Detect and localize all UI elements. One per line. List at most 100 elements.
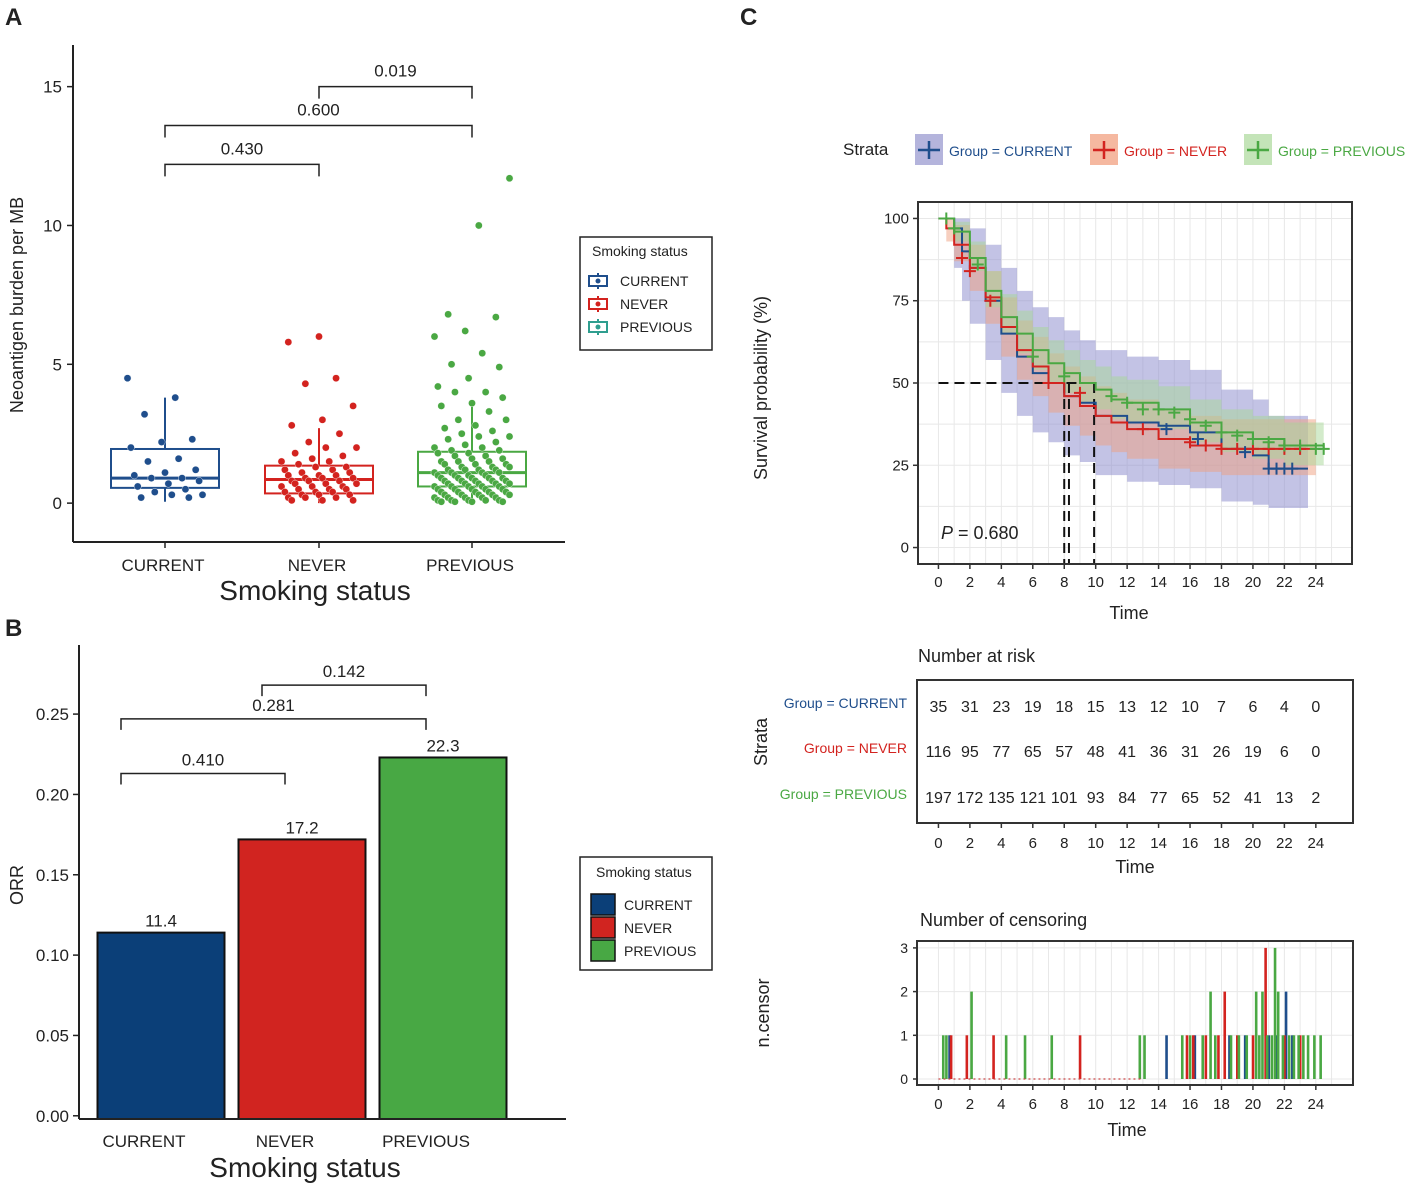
x-tick-label: 8: [1060, 835, 1068, 852]
risk-table-title: Number at risk: [918, 646, 1036, 666]
y-tick-label: 100: [884, 210, 909, 227]
censor-bar: [1287, 1035, 1291, 1079]
x-axis-title: Time: [1109, 603, 1148, 623]
y-tick-label: 0.05: [36, 1026, 69, 1045]
censor-bar: [1236, 1035, 1239, 1079]
x-tick-label: 22: [1276, 1096, 1293, 1113]
censor-bar: [1223, 991, 1227, 1079]
y-axis-title: Neoantigen burden per MB: [7, 197, 27, 413]
risk-count: 6: [1248, 699, 1257, 716]
significance-bracket: [120, 718, 427, 730]
data-point: [505, 479, 514, 488]
censor-bar: [1201, 1035, 1205, 1079]
data-point: [447, 360, 456, 369]
data-point: [505, 174, 514, 183]
x-tick-label: NEVER: [256, 1132, 315, 1151]
y-tick-label: 0: [53, 494, 62, 513]
censor-mark: [1278, 439, 1291, 452]
data-point: [468, 497, 476, 506]
risk-count: 31: [961, 699, 979, 716]
y-tick-label: 0.10: [36, 946, 69, 965]
data-point: [451, 388, 459, 396]
censor-mark: [940, 212, 953, 225]
censor-bar: [1284, 991, 1288, 1079]
censor-bar: [1265, 1035, 1269, 1079]
risk-count: 18: [1055, 699, 1073, 716]
data-point: [352, 479, 361, 488]
data-point: [308, 454, 316, 463]
data-point: [164, 479, 173, 488]
x-tick-label: 12: [1119, 1096, 1136, 1113]
data-point: [502, 416, 510, 424]
data-point: [147, 474, 156, 482]
data-point: [315, 332, 323, 341]
x-tick-label: 18: [1213, 1096, 1230, 1113]
y-tick-label: 15: [43, 78, 62, 97]
data-point: [349, 496, 357, 505]
censor-bar: [1229, 1035, 1233, 1079]
risk-count: 77: [992, 744, 1010, 761]
data-point: [447, 446, 456, 455]
data-point: [281, 488, 289, 496]
data-point: [311, 463, 320, 471]
censor-mark: [1073, 386, 1086, 399]
x-tick-label: 4: [997, 835, 1005, 852]
censor-bar: [1275, 1035, 1278, 1079]
censor-mark: [956, 251, 969, 264]
data-point: [130, 471, 139, 480]
data-point: [468, 399, 476, 407]
x-tick-label: 22: [1276, 835, 1293, 852]
censor-bar: [1188, 1035, 1192, 1079]
data-point: [171, 393, 180, 402]
censor-bar: [1251, 1035, 1255, 1079]
risk-count: 19: [1244, 744, 1262, 761]
y-axis-title: ORR: [7, 865, 27, 905]
significance-bracket: [261, 684, 427, 697]
data-point: [322, 479, 330, 488]
censor-bar: [1270, 1035, 1274, 1079]
data-point: [461, 441, 469, 449]
legend-a: Smoking status CURRENT NEVER PREVIOUS: [579, 236, 713, 351]
strata-legend-title: Strata: [843, 140, 889, 159]
y-tick-label: 0: [900, 1071, 908, 1087]
data-point: [468, 454, 476, 463]
p-value-label: 0.410: [182, 751, 225, 770]
risk-count: 15: [1087, 699, 1105, 716]
data-point: [444, 310, 452, 319]
data-point: [304, 477, 313, 485]
significance-bracket: [120, 772, 286, 785]
data-point: [195, 477, 203, 485]
data-point: [281, 466, 289, 474]
censor-bar: [1261, 991, 1264, 1079]
risk-count: 101: [1051, 790, 1078, 807]
x-tick-label: PREVIOUS: [382, 1132, 470, 1151]
data-point: [454, 457, 463, 466]
data-point: [339, 452, 347, 460]
censor-bar: [1313, 1035, 1316, 1079]
data-point: [301, 493, 310, 502]
censor-x-title: Time: [1107, 1120, 1146, 1140]
data-point: [451, 497, 459, 506]
data-point: [332, 374, 340, 382]
legend-key-mark: [1247, 141, 1269, 159]
x-tick-label: 24: [1307, 835, 1324, 852]
data-point: [464, 449, 473, 457]
risk-count: 31: [1181, 744, 1199, 761]
censor-bar: [1165, 1035, 1168, 1079]
data-point: [328, 488, 337, 496]
censor-bar: [1143, 1035, 1146, 1079]
censor-bar: [1306, 1035, 1310, 1079]
censor-bar: [1297, 1035, 1300, 1079]
risk-count: 12: [1150, 699, 1168, 716]
censor-mark: [1184, 436, 1197, 449]
data-point: [481, 388, 490, 396]
legend-key-mark: [1093, 141, 1115, 159]
censor-mark: [1136, 423, 1149, 436]
censor-mark: [971, 258, 984, 271]
censor-bar: [1078, 1035, 1082, 1079]
x-tick-label: 16: [1182, 835, 1199, 852]
boxplot-panel-a: 0 5 10 15 0.430 0.600 0.019 CURRENT NEVER PREVI…: [7, 45, 713, 606]
risk-count: 10: [1181, 699, 1199, 716]
censor-bar: [945, 1035, 948, 1079]
